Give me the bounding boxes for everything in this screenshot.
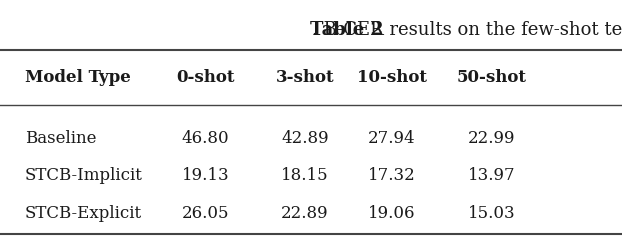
Text: 15.03: 15.03 (468, 205, 515, 222)
Text: 22.99: 22.99 (468, 130, 515, 147)
Text: 42.89: 42.89 (281, 130, 328, 147)
Text: 13.97: 13.97 (468, 167, 515, 184)
Text: Baseline: Baseline (25, 130, 96, 147)
Text: 19.06: 19.06 (368, 205, 415, 222)
Text: 18.15: 18.15 (281, 167, 328, 184)
Text: Table 2. B-CER results on the few-shot test sets.: Table 2. B-CER results on the few-shot t… (0, 235, 1, 236)
Text: Table 2: Table 2 (0, 235, 1, 236)
Text: 26.05: 26.05 (182, 205, 229, 222)
Text: Table 2: Table 2 (310, 21, 383, 39)
Text: 22.89: 22.89 (281, 205, 328, 222)
Text: Model Type: Model Type (25, 69, 131, 86)
Text: 3-shot: 3-shot (276, 69, 334, 86)
Text: 27.94: 27.94 (368, 130, 415, 147)
Text: 50-shot: 50-shot (457, 69, 526, 86)
Text: 10-shot: 10-shot (357, 69, 427, 86)
Text: STCB-Explicit: STCB-Explicit (25, 205, 142, 222)
Text: 17.32: 17.32 (368, 167, 415, 184)
Text: 46.80: 46.80 (182, 130, 229, 147)
Text: STCB-Implicit: STCB-Implicit (25, 167, 143, 184)
Text: 0-shot: 0-shot (176, 69, 234, 86)
Text: 19.13: 19.13 (182, 167, 229, 184)
Text: . B-CER results on the few-shot test sets.: . B-CER results on the few-shot test set… (312, 21, 622, 39)
